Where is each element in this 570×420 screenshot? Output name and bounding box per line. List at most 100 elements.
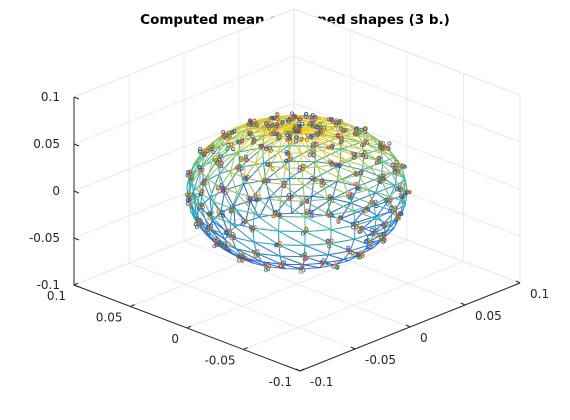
landmark-marker bbox=[314, 125, 319, 130]
landmark-marker bbox=[400, 183, 405, 188]
landmark-marker bbox=[253, 192, 258, 197]
gridline bbox=[293, 55, 521, 143]
landmark-marker bbox=[330, 199, 335, 204]
landmark-marker bbox=[334, 263, 339, 268]
landmark-marker bbox=[350, 251, 355, 256]
mesh-triangle bbox=[330, 228, 356, 245]
z-tick-label: -0.1 bbox=[37, 278, 60, 292]
landmark-marker bbox=[355, 225, 360, 230]
landmark-marker bbox=[397, 216, 402, 221]
landmark-marker bbox=[340, 129, 345, 134]
landmark-marker bbox=[245, 122, 250, 127]
y-tick-mark bbox=[460, 302, 466, 306]
landmark-marker bbox=[359, 225, 364, 230]
landmark-marker bbox=[314, 142, 319, 147]
x-tick-mark bbox=[243, 347, 248, 350]
landmark-marker bbox=[360, 226, 365, 231]
landmark-marker bbox=[350, 151, 355, 156]
landmark-marker bbox=[355, 251, 360, 256]
landmark-marker bbox=[377, 144, 382, 149]
landmark-marker bbox=[393, 211, 398, 216]
landmark-marker bbox=[249, 130, 254, 135]
landmark-marker bbox=[215, 185, 220, 190]
landmark-marker bbox=[300, 200, 305, 205]
gridline bbox=[238, 218, 466, 306]
landmark-marker bbox=[218, 154, 223, 159]
landmark-marker bbox=[263, 267, 268, 272]
y-tick-label: -0.1 bbox=[310, 375, 333, 389]
landmark-marker bbox=[345, 247, 350, 252]
landmark-marker bbox=[310, 118, 315, 123]
landmark-marker bbox=[312, 144, 317, 149]
landmark-marker bbox=[399, 187, 404, 192]
landmark-marker bbox=[229, 130, 234, 135]
landmark-marker bbox=[397, 166, 402, 171]
landmark-marker bbox=[262, 177, 267, 182]
landmark-marker bbox=[297, 168, 302, 173]
landmark-marker bbox=[219, 183, 224, 188]
landmark-marker bbox=[294, 135, 299, 140]
landmark-marker bbox=[213, 158, 218, 163]
landmark-marker bbox=[200, 202, 205, 207]
landmark-marker bbox=[207, 216, 212, 221]
landmark-marker bbox=[394, 187, 399, 192]
landmark-marker bbox=[404, 190, 409, 195]
landmark-marker bbox=[266, 162, 271, 167]
landmark-marker bbox=[195, 193, 200, 198]
landmark-marker bbox=[363, 155, 368, 160]
landmark-marker bbox=[399, 211, 404, 216]
landmark-marker bbox=[399, 163, 404, 168]
x-tick-mark bbox=[186, 325, 192, 329]
landmark-marker bbox=[304, 137, 309, 142]
gridline bbox=[183, 240, 411, 328]
landmark-marker bbox=[354, 172, 359, 177]
landmark-marker bbox=[250, 228, 255, 233]
landmark-marker bbox=[288, 158, 293, 163]
landmark-marker bbox=[382, 223, 387, 228]
x-tick-label: 0.1 bbox=[47, 289, 66, 303]
landmark-marker bbox=[304, 226, 309, 231]
landmark-marker bbox=[263, 121, 268, 126]
landmark-marker bbox=[312, 176, 317, 181]
landmark-marker bbox=[290, 111, 295, 116]
landmark-marker bbox=[363, 239, 368, 244]
z-tick-label: -0.05 bbox=[29, 231, 60, 245]
landmark-marker bbox=[338, 215, 343, 220]
landmark-marker bbox=[395, 163, 400, 168]
landmark-marker bbox=[199, 203, 204, 208]
landmark-marker bbox=[363, 138, 368, 143]
landmark-marker bbox=[334, 120, 339, 125]
landmark-marker bbox=[270, 166, 275, 171]
landmark-marker bbox=[240, 252, 245, 257]
landmark-marker bbox=[353, 182, 358, 187]
landmark-marker bbox=[326, 213, 331, 218]
landmark-marker bbox=[353, 170, 358, 175]
landmark-marker bbox=[289, 131, 294, 136]
z-tick-mark bbox=[73, 143, 80, 147]
landmark-marker bbox=[299, 116, 304, 121]
landmark-marker bbox=[247, 121, 252, 126]
z-tick-mark bbox=[73, 284, 80, 288]
landmark-marker bbox=[327, 145, 332, 150]
gridline bbox=[73, 55, 295, 145]
landmark-marker bbox=[354, 131, 359, 136]
landmark-marker bbox=[357, 186, 362, 191]
landmark-marker bbox=[325, 261, 330, 266]
landmark-marker bbox=[221, 133, 226, 138]
landmark-marker bbox=[318, 126, 323, 131]
landmark-marker bbox=[336, 218, 341, 223]
landmark-marker bbox=[200, 189, 205, 194]
landmark-marker bbox=[395, 216, 400, 221]
landmark-marker bbox=[306, 211, 311, 216]
landmark-marker bbox=[307, 153, 312, 158]
landmark-marker bbox=[302, 164, 307, 169]
landmark-marker bbox=[226, 142, 231, 147]
landmark-marker bbox=[216, 242, 221, 247]
landmark-marker bbox=[269, 115, 274, 120]
gridline bbox=[293, 196, 521, 284]
landmark-marker bbox=[303, 252, 308, 257]
landmark-marker bbox=[247, 196, 252, 201]
landmark-marker bbox=[355, 181, 360, 186]
landmark-marker bbox=[287, 152, 292, 157]
